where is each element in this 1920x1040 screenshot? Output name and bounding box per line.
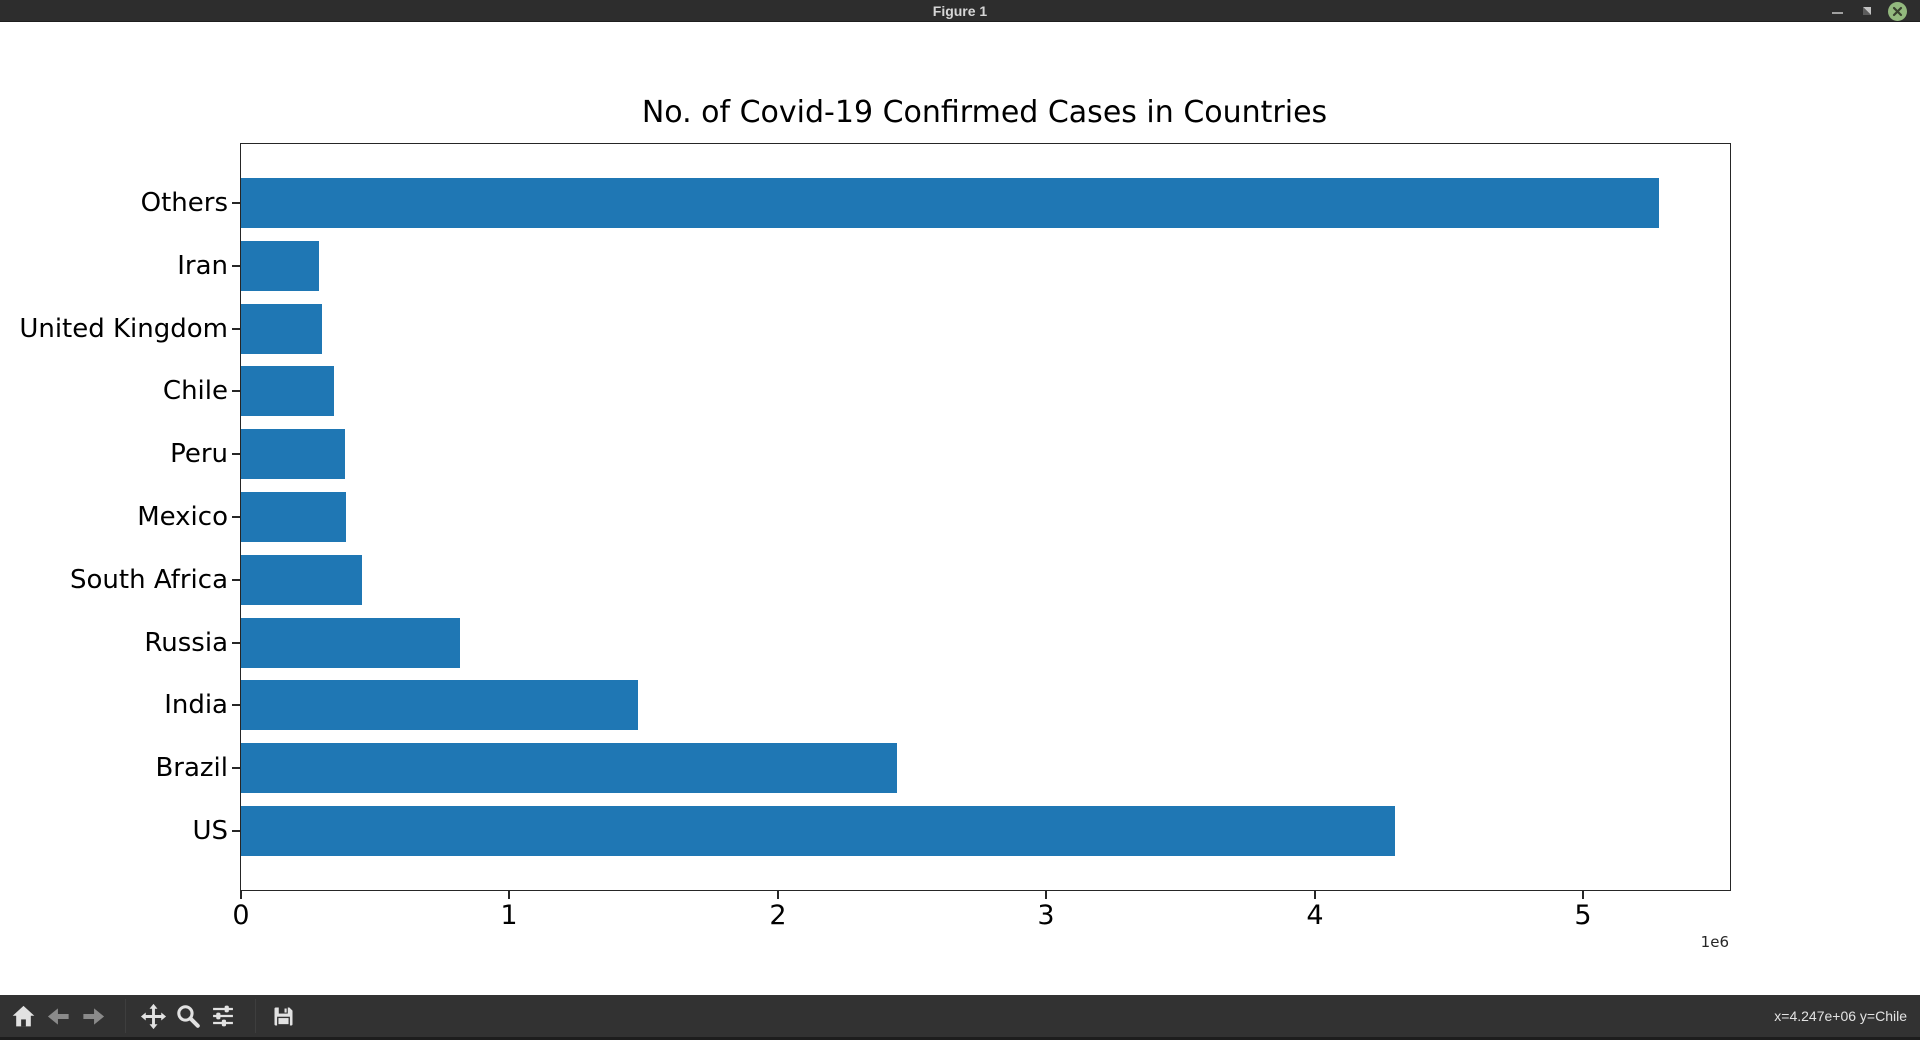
configure-subplots-button[interactable] bbox=[208, 997, 238, 1035]
bar-chile bbox=[241, 366, 334, 416]
minimize-icon bbox=[1831, 12, 1843, 14]
y-tick-mark bbox=[232, 704, 240, 706]
bar-united-kingdom bbox=[241, 304, 322, 354]
x-tick-mark bbox=[777, 891, 779, 899]
bar-south-africa bbox=[241, 555, 362, 605]
y-tick-label-mexico: Mexico bbox=[137, 502, 228, 532]
pan-icon bbox=[140, 1003, 166, 1029]
y-tick-label-iran: Iran bbox=[177, 251, 228, 281]
forward-button[interactable] bbox=[78, 997, 108, 1035]
y-tick-label-brazil: Brazil bbox=[155, 753, 228, 783]
y-tick-mark bbox=[232, 453, 240, 455]
window-controls bbox=[1822, 0, 1912, 22]
close-button[interactable] bbox=[1882, 0, 1912, 22]
subplots-icon bbox=[213, 1005, 233, 1027]
bar-us bbox=[241, 806, 1395, 856]
home-icon bbox=[12, 1005, 34, 1026]
toolbar-separator bbox=[125, 999, 126, 1033]
y-tick-label-russia: Russia bbox=[144, 628, 228, 658]
y-tick-mark bbox=[232, 767, 240, 769]
x-tick-mark bbox=[1314, 891, 1316, 899]
y-tick-mark bbox=[232, 202, 240, 204]
minimize-button[interactable] bbox=[1822, 0, 1852, 22]
x-tick-mark bbox=[240, 891, 242, 899]
titlebar: Figure 1 bbox=[0, 0, 1920, 22]
maximize-icon bbox=[1863, 7, 1871, 15]
bar-brazil bbox=[241, 743, 897, 793]
x-axis-offset-label: 1e6 bbox=[1700, 933, 1729, 951]
y-tick-mark bbox=[232, 579, 240, 581]
pan-button[interactable] bbox=[138, 997, 168, 1035]
y-tick-mark bbox=[232, 642, 240, 644]
x-tick-label-4: 4 bbox=[1306, 900, 1324, 931]
back-button[interactable] bbox=[43, 997, 73, 1035]
y-tick-label-chile: Chile bbox=[162, 376, 228, 406]
forward-icon bbox=[82, 1007, 104, 1025]
home-button[interactable] bbox=[8, 997, 38, 1035]
y-tick-label-south-africa: South Africa bbox=[70, 565, 228, 595]
y-tick-label-united-kingdom: United Kingdom bbox=[19, 314, 228, 344]
x-tick-mark bbox=[1582, 891, 1584, 899]
y-tick-mark bbox=[232, 830, 240, 832]
close-icon bbox=[1887, 1, 1907, 21]
back-icon bbox=[47, 1007, 69, 1025]
bar-iran bbox=[241, 241, 319, 291]
navigation-toolbar: x=4.247e+06 y=Chile bbox=[0, 995, 1920, 1040]
bar-russia bbox=[241, 618, 460, 668]
x-tick-label-3: 3 bbox=[1037, 900, 1055, 931]
zoom-rect-button[interactable] bbox=[173, 997, 203, 1035]
y-tick-label-india: India bbox=[164, 690, 228, 720]
y-tick-mark bbox=[232, 516, 240, 518]
y-tick-mark bbox=[232, 390, 240, 392]
bar-mexico bbox=[241, 492, 346, 542]
bar-others bbox=[241, 178, 1659, 228]
maximize-button[interactable] bbox=[1852, 0, 1882, 22]
x-tick-label-1: 1 bbox=[500, 900, 518, 931]
y-tick-mark bbox=[232, 328, 240, 330]
y-tick-label-others: Others bbox=[140, 188, 228, 218]
bar-peru bbox=[241, 429, 345, 479]
toolbar-separator bbox=[255, 999, 256, 1033]
bar-india bbox=[241, 680, 638, 730]
save-button[interactable] bbox=[268, 997, 298, 1035]
x-tick-mark bbox=[1045, 891, 1047, 899]
y-tick-label-us: US bbox=[192, 816, 228, 846]
zoom-icon bbox=[177, 1005, 200, 1028]
chart-title: No. of Covid-19 Confirmed Cases in Count… bbox=[641, 95, 1328, 130]
x-tick-label-2: 2 bbox=[769, 900, 787, 931]
x-tick-label-5: 5 bbox=[1574, 900, 1592, 931]
cursor-status-readout: x=4.247e+06 y=Chile bbox=[1774, 1008, 1907, 1024]
x-tick-label-0: 0 bbox=[232, 900, 250, 931]
save-icon bbox=[274, 1007, 292, 1025]
y-tick-mark bbox=[232, 265, 240, 267]
x-tick-mark bbox=[508, 891, 510, 899]
y-tick-label-peru: Peru bbox=[170, 439, 228, 469]
window-title: Figure 1 bbox=[932, 2, 988, 19]
figure-canvas[interactable]: No. of Covid-19 Confirmed Cases in Count… bbox=[0, 23, 1920, 995]
